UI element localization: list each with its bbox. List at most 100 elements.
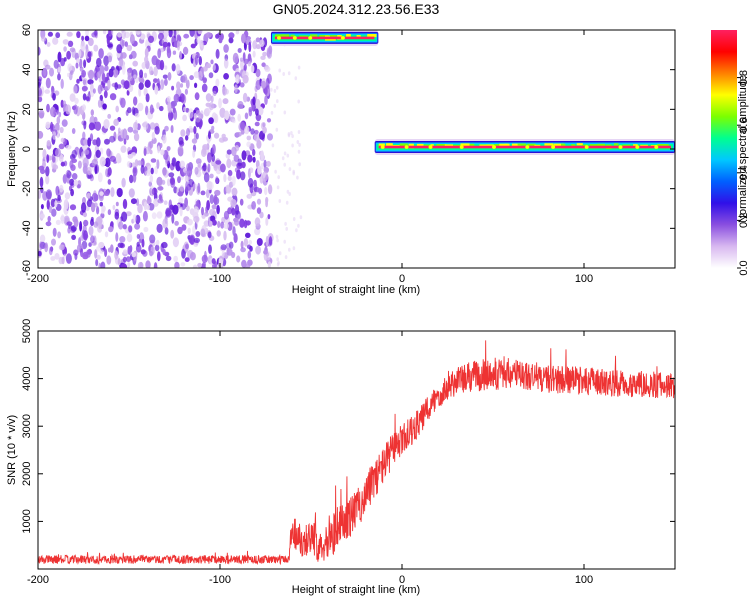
noise-speck — [297, 149, 301, 154]
noise-speck — [49, 67, 54, 77]
noise-speck — [198, 119, 202, 130]
noise-speck — [209, 194, 214, 205]
noise-speck — [79, 66, 84, 72]
spectrogram-x-tick-label: -200 — [27, 273, 49, 285]
noise-speck — [211, 219, 217, 226]
noise-speck — [83, 212, 87, 218]
noise-speck — [38, 78, 42, 86]
noise-speck — [76, 184, 81, 189]
noise-speck — [115, 153, 122, 164]
noise-speck — [104, 190, 110, 196]
colorbar-gradient — [711, 30, 737, 268]
noise-speck — [102, 103, 107, 110]
noise-speck — [267, 133, 273, 141]
noise-speck — [117, 258, 121, 266]
noise-speck — [261, 171, 269, 182]
noise-speck — [286, 153, 290, 158]
noise-speck — [86, 192, 91, 199]
noise-speck — [143, 201, 148, 211]
noise-speck — [233, 233, 238, 244]
noise-speck — [155, 58, 160, 66]
noise-speck — [249, 245, 253, 252]
noise-speck — [214, 132, 220, 139]
noise-speck — [46, 42, 51, 47]
noise-speck — [262, 126, 267, 134]
noise-speck — [144, 55, 149, 64]
noise-speck — [51, 208, 57, 217]
noise-speck — [46, 199, 50, 210]
noise-speck — [38, 96, 43, 103]
noise-speck — [203, 77, 207, 83]
noise-speck — [39, 234, 46, 243]
noise-speck — [281, 156, 285, 161]
noise-speck — [241, 150, 247, 161]
noise-speck — [165, 255, 172, 262]
noise-speck — [157, 198, 164, 204]
noise-speck — [137, 203, 143, 214]
noise-speck — [83, 59, 87, 68]
noise-speck — [149, 140, 154, 149]
noise-speck — [46, 140, 51, 147]
noise-speck — [95, 259, 99, 267]
noise-speck — [138, 238, 142, 244]
snr-frame — [37, 330, 676, 570]
noise-speck — [234, 204, 240, 215]
noise-speck — [212, 63, 216, 71]
noise-speck — [143, 226, 149, 233]
snr-x-tick-label: 0 — [399, 574, 405, 586]
noise-speck — [189, 208, 195, 216]
noise-speck — [139, 261, 143, 268]
noise-speck — [98, 77, 102, 83]
noise-speck — [150, 246, 155, 252]
noise-speck — [103, 55, 109, 66]
noise-speck — [86, 199, 93, 208]
noise-speck — [208, 131, 211, 140]
noise-speck — [256, 198, 262, 205]
noise-speck — [135, 30, 142, 35]
noise-speck — [188, 125, 193, 131]
noise-speck — [57, 231, 61, 239]
noise-speck — [107, 179, 112, 185]
noise-speck — [288, 192, 292, 196]
noise-speck — [60, 137, 65, 143]
noise-speck — [134, 113, 140, 118]
noise-speck — [114, 211, 120, 220]
noise-speck — [205, 32, 212, 38]
noise-speck — [139, 69, 144, 78]
noise-speck — [285, 226, 289, 231]
noise-speck — [119, 56, 124, 68]
noise-speck — [273, 103, 277, 108]
noise-speck — [189, 75, 194, 81]
noise-speck — [283, 239, 287, 244]
band-patch — [367, 34, 377, 38]
noise-speck — [217, 220, 221, 229]
noise-speck — [193, 216, 200, 223]
noise-speck — [117, 127, 121, 134]
noise-speck — [127, 69, 131, 80]
noise-speck — [104, 157, 111, 168]
noise-speck — [189, 30, 195, 37]
noise-speck — [226, 158, 232, 169]
colorbar-tick-label: 0.0 — [738, 260, 750, 275]
noise-speck — [208, 117, 214, 125]
noise-speck — [156, 239, 160, 246]
noise-speck — [239, 218, 245, 228]
noise-speck — [145, 170, 151, 177]
noise-speck — [118, 221, 124, 230]
noise-speck — [278, 251, 282, 256]
noise-speck — [265, 199, 268, 208]
noise-speck — [51, 85, 55, 92]
noise-speck — [116, 187, 123, 198]
noise-speck — [215, 33, 220, 39]
noise-speck — [131, 252, 137, 258]
noise-speck — [162, 134, 167, 144]
spectrogram-y-tick-label: -40 — [21, 220, 33, 236]
noise-speck — [247, 250, 252, 259]
noise-speck — [296, 140, 300, 144]
noise-speck — [144, 47, 149, 58]
noise-speck — [114, 82, 118, 91]
noise-speck — [143, 72, 148, 79]
noise-speck — [195, 117, 201, 123]
noise-speck — [146, 204, 150, 211]
noise-speck — [284, 255, 288, 260]
